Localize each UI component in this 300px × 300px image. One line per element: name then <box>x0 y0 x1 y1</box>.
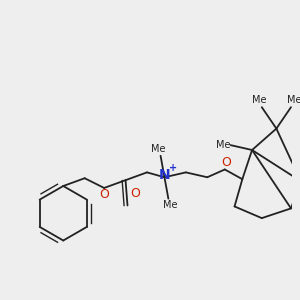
Text: O: O <box>221 156 231 169</box>
Text: Me: Me <box>252 95 266 105</box>
Text: Me: Me <box>152 144 166 154</box>
Text: Me: Me <box>287 95 300 105</box>
Text: O: O <box>130 187 140 200</box>
Text: +: + <box>169 163 177 172</box>
Text: Me: Me <box>216 140 230 150</box>
Text: N: N <box>159 168 170 182</box>
Text: Me: Me <box>163 200 178 211</box>
Text: O: O <box>99 188 109 201</box>
